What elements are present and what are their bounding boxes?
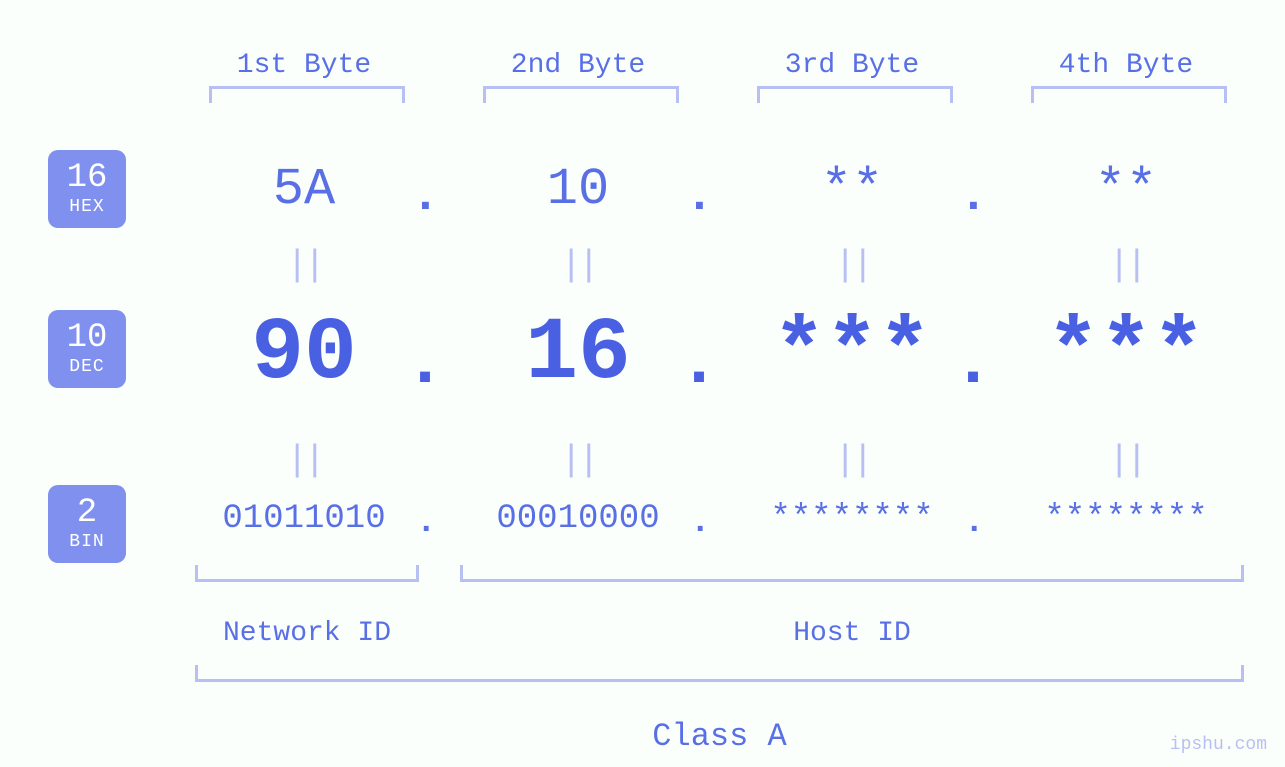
badge-dec: 10 DEC [48,310,126,388]
host-id-label: Host ID [460,618,1244,649]
badge-dec-base: 10 [67,321,108,357]
dec-byte-4: *** [992,305,1260,404]
hex-byte-1: 5A [170,160,438,219]
host-bracket [460,565,1244,582]
ip-diagram: 1st Byte 2nd Byte 3rd Byte 4th Byte 16 H… [0,0,1285,767]
eq-2-2: || [444,440,712,481]
bin-byte-4: ******** [992,500,1260,538]
eq-2-1: || [170,440,438,481]
hex-byte-3: ** [718,160,986,219]
bin-dot-3: . [964,504,984,542]
eq-2-3: || [718,440,986,481]
hex-dot-1: . [411,170,440,224]
byte-label-2: 2nd Byte [478,50,678,81]
byte-label-3: 3rd Byte [752,50,952,81]
class-label: Class A [195,718,1244,755]
top-bracket-3 [757,86,953,103]
watermark: ipshu.com [1170,735,1267,755]
badge-bin-base: 2 [77,496,97,532]
byte-label-4: 4th Byte [1026,50,1226,81]
top-bracket-4 [1031,86,1227,103]
badge-bin-name: BIN [69,533,104,552]
network-bracket [195,565,419,582]
bin-dot-2: . [690,504,710,542]
dec-dot-2: . [678,325,720,404]
dec-byte-1: 90 [170,305,438,404]
badge-hex-name: HEX [69,198,104,217]
hex-dot-3: . [959,170,988,224]
bin-byte-2: 00010000 [444,500,712,538]
network-id-label: Network ID [195,618,419,649]
bin-dot-1: . [416,504,436,542]
badge-hex-base: 16 [67,161,108,197]
eq-2-4: || [992,440,1260,481]
hex-byte-2: 10 [444,160,712,219]
class-bracket [195,665,1244,682]
byte-label-1: 1st Byte [204,50,404,81]
eq-1-3: || [718,245,986,286]
top-bracket-2 [483,86,679,103]
hex-dot-2: . [685,170,714,224]
dec-dot-3: . [952,325,994,404]
dec-dot-1: . [404,325,446,404]
top-bracket-1 [209,86,405,103]
eq-1-4: || [992,245,1260,286]
badge-bin: 2 BIN [48,485,126,563]
hex-byte-4: ** [992,160,1260,219]
eq-1-2: || [444,245,712,286]
badge-dec-name: DEC [69,358,104,377]
badge-hex: 16 HEX [48,150,126,228]
dec-byte-3: *** [718,305,986,404]
dec-byte-2: 16 [444,305,712,404]
bin-byte-3: ******** [718,500,986,538]
eq-1-1: || [170,245,438,286]
bin-byte-1: 01011010 [170,500,438,538]
